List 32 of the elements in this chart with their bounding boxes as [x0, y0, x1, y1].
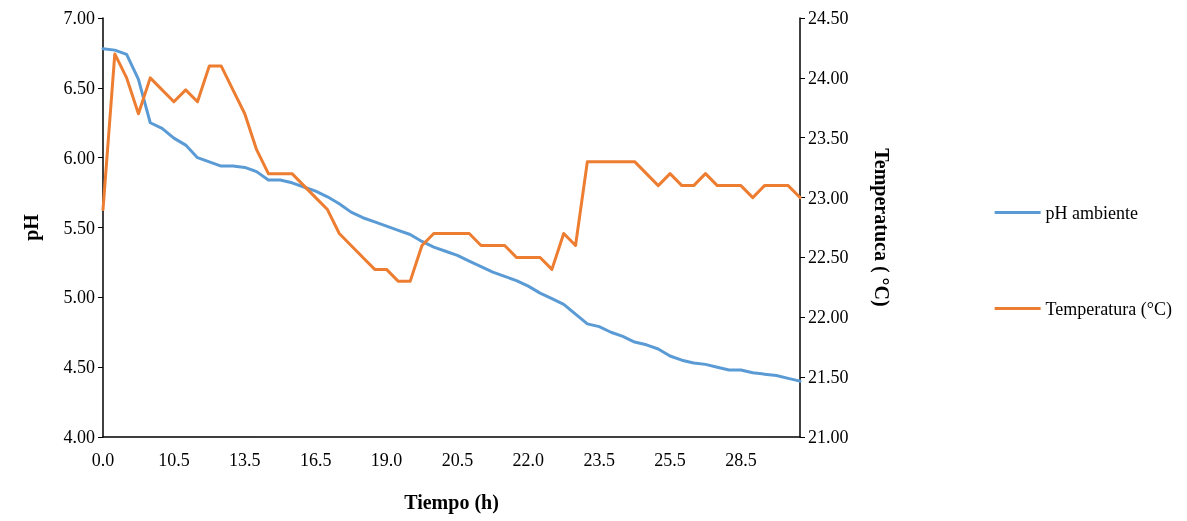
y2-tick-label: 22.00 [808, 307, 849, 328]
y-tick-label: 7.00 [63, 8, 95, 28]
legend-label: pH ambiente [1045, 202, 1139, 223]
x-tick-label: 22.0 [512, 450, 545, 470]
line-series [101, 52, 802, 283]
x-tick-label: 19.0 [370, 450, 403, 470]
x-tick-label: 0.0 [91, 450, 115, 470]
y-tick-label: 6.50 [63, 77, 95, 98]
y-tick-label: 4.50 [63, 357, 95, 378]
y-tick-label: 4.00 [63, 427, 95, 447]
line-series [101, 47, 802, 383]
y2-tick-label: 22.50 [808, 247, 849, 268]
y2-axis-title: Temperatuca ( °C) [870, 148, 893, 307]
y-tick-label: 6.00 [63, 147, 95, 168]
y2-tick-label: 21.50 [808, 367, 849, 388]
legend-label: Temperatura (°C) [1045, 298, 1173, 320]
y2-tick-label: 24.00 [808, 67, 849, 88]
x-tick-label: 13.5 [229, 450, 261, 470]
x-tick-label: 23.5 [583, 450, 615, 470]
y-tick-label: 5.00 [63, 287, 95, 308]
y-axis-title: pH [20, 213, 43, 241]
x-axis-title: Tiempo (h) [404, 491, 499, 514]
x-tick-label: 20.5 [441, 450, 474, 470]
y2-tick-label: 23.50 [808, 127, 849, 148]
y2-tick-label: 24.50 [808, 8, 849, 28]
y2-tick-label: 23.00 [808, 187, 849, 208]
y2-tick-label: 21.00 [808, 427, 849, 447]
x-tick-label: 28.5 [725, 450, 757, 470]
x-tick-label: 25.5 [654, 450, 686, 470]
x-tick-label: 10.5 [158, 450, 190, 470]
y-tick-label: 5.50 [63, 217, 95, 238]
x-tick-label: 16.5 [299, 450, 332, 470]
